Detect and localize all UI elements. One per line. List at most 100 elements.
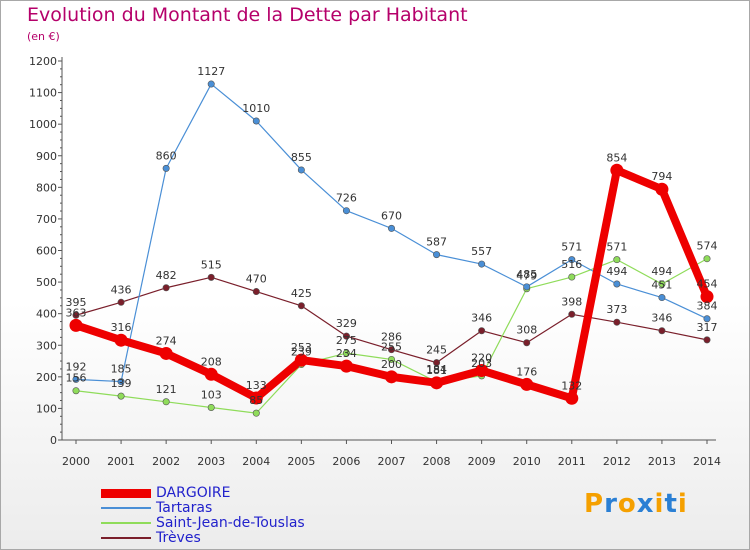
data-label-saint-jean-de-touslas: 121 [156, 383, 177, 396]
data-point-saint-jean-de-touslas [658, 280, 666, 288]
data-label-tartaras: 1010 [242, 102, 270, 115]
data-point-tartaras [568, 256, 576, 264]
x-tick-label: 2006 [332, 455, 360, 468]
data-point-dargoire [565, 391, 579, 405]
data-point-tr-ves [478, 327, 486, 335]
x-tick-label: 2005 [287, 455, 315, 468]
data-point-dargoire [339, 359, 353, 373]
data-point-tartaras [162, 164, 170, 172]
data-label-saint-jean-de-touslas: 574 [697, 240, 718, 253]
data-label-tartaras: 1127 [197, 65, 225, 78]
data-label-saint-jean-de-touslas: 494 [651, 265, 672, 278]
data-label-tr-ves: 425 [291, 287, 312, 300]
x-tick-label: 2010 [513, 455, 541, 468]
x-tick-label: 2008 [423, 455, 451, 468]
legend-item: DARGOIRE [101, 485, 230, 501]
data-point-tr-ves [433, 359, 441, 367]
data-label-tartaras: 485 [516, 268, 537, 281]
logo-letter: i [677, 489, 688, 519]
data-point-tr-ves [297, 302, 305, 310]
data-label-dargoire: 208 [201, 355, 222, 368]
legend-label: Trèves [156, 530, 201, 546]
data-point-saint-jean-de-touslas [613, 256, 621, 264]
data-point-dargoire [655, 182, 669, 196]
y-tick-label: 500 [36, 276, 57, 289]
y-tick-label: 100 [36, 402, 57, 415]
data-point-dargoire [385, 370, 398, 384]
y-tick-label: 200 [36, 371, 57, 384]
data-point-tartaras [72, 375, 80, 383]
data-label-saint-jean-de-touslas: 139 [111, 377, 132, 390]
data-label-tartaras: 860 [156, 149, 177, 162]
data-label-tartaras: 855 [291, 151, 312, 164]
x-tick-label: 2014 [693, 455, 721, 468]
data-label-dargoire: 234 [336, 347, 357, 360]
x-tick-label: 2000 [62, 455, 90, 468]
data-label-dargoire: 316 [111, 321, 132, 334]
data-point-tr-ves [162, 284, 170, 292]
logo-letter: x [636, 489, 655, 519]
data-point-tr-ves [568, 310, 576, 318]
data-label-dargoire: 454 [697, 278, 718, 291]
data-label-tr-ves: 308 [516, 324, 537, 337]
data-point-saint-jean-de-touslas [342, 349, 350, 357]
data-label-tartaras: 384 [697, 300, 718, 313]
x-tick-label: 2003 [197, 455, 225, 468]
data-point-tartaras [658, 294, 666, 302]
data-point-saint-jean-de-touslas [117, 392, 125, 400]
data-label-tr-ves: 395 [66, 296, 87, 309]
y-tick-label: 900 [36, 150, 57, 163]
x-tick-label: 2001 [107, 455, 135, 468]
data-point-tartaras [478, 260, 486, 268]
x-tick-label: 2011 [558, 455, 586, 468]
x-tick-label: 2004 [242, 455, 270, 468]
data-point-tr-ves [117, 298, 125, 306]
legend-item: Saint-Jean-de-Touslas [101, 515, 305, 531]
data-label-tr-ves: 329 [336, 317, 357, 330]
data-point-dargoire [610, 163, 624, 177]
data-point-tr-ves [658, 327, 666, 335]
data-label-saint-jean-de-touslas: 103 [201, 388, 222, 401]
data-point-tr-ves [613, 318, 621, 326]
legend-item: Trèves [101, 530, 201, 546]
data-point-tartaras [703, 315, 711, 323]
data-label-dargoire: 253 [291, 341, 312, 354]
data-point-dargoire [520, 377, 534, 391]
data-point-tartaras [523, 283, 531, 291]
data-label-tartaras: 726 [336, 192, 357, 205]
chart-unit: (en €) [27, 30, 60, 43]
logo-letter: P [584, 489, 605, 519]
logo-letter: t [664, 489, 678, 519]
data-label-dargoire: 132 [561, 379, 582, 392]
data-label-tartaras: 571 [561, 241, 582, 254]
y-tick-label: 0 [50, 434, 57, 447]
data-point-tr-ves [387, 346, 395, 354]
data-point-tr-ves [342, 332, 350, 340]
y-tick-label: 700 [36, 213, 57, 226]
data-label-tartaras: 185 [111, 363, 132, 376]
data-label-tartaras: 192 [66, 360, 87, 373]
chart-title: Evolution du Montant de la Dette par Hab… [27, 4, 468, 26]
data-label-saint-jean-de-touslas: 255 [381, 340, 402, 353]
data-point-saint-jean-de-touslas [252, 409, 260, 417]
data-label-dargoire: 176 [516, 365, 537, 378]
data-label-dargoire: 854 [606, 151, 627, 164]
data-label-dargoire: 363 [66, 306, 87, 319]
data-label-dargoire: 220 [471, 352, 492, 365]
data-label-tr-ves: 286 [381, 331, 402, 344]
data-point-saint-jean-de-touslas [162, 398, 170, 406]
data-point-dargoire [69, 318, 83, 332]
data-label-tr-ves: 482 [156, 269, 177, 282]
data-point-tartaras [297, 166, 305, 174]
legend-swatch [101, 537, 151, 539]
data-label-dargoire: 133 [246, 379, 267, 392]
data-label-tartaras: 557 [471, 245, 492, 258]
data-point-dargoire [294, 353, 308, 367]
data-point-tr-ves [72, 311, 80, 319]
logo-letter: i [654, 489, 665, 519]
data-point-dargoire [700, 290, 714, 304]
data-point-tartaras [613, 280, 621, 288]
legend-swatch [101, 507, 151, 509]
data-label-tr-ves: 398 [561, 295, 582, 308]
